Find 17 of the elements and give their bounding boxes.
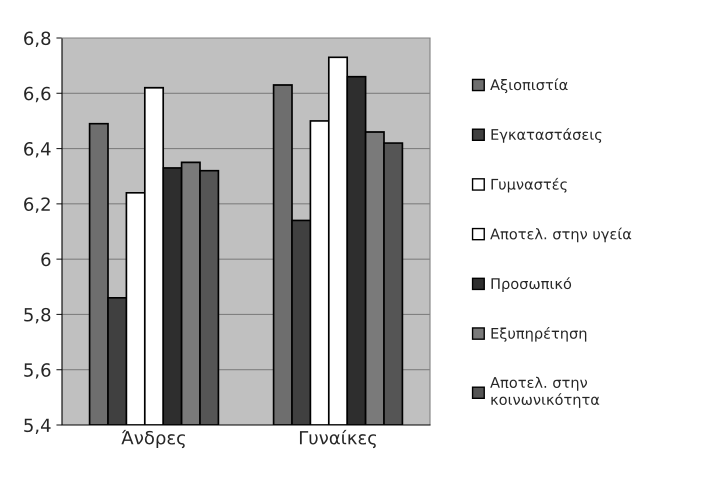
y-tick-label: 6,4 bbox=[24, 142, 51, 158]
legend-label: Εγκαταστάσεις bbox=[491, 128, 602, 143]
y-tick-label: 5,6 bbox=[24, 363, 50, 379]
y-tick-label: 6,6 bbox=[24, 86, 50, 102]
legend-label: Αποτελ. στην υγεία bbox=[490, 228, 632, 242]
x-tick-label: Άνδρες bbox=[121, 430, 185, 448]
legend-label: Αποτελ. στην κοινωνικότητα bbox=[490, 376, 600, 408]
y-tick-label: 6 bbox=[41, 252, 50, 266]
y-tick-label: 6,8 bbox=[24, 31, 50, 47]
y-tick-label: 5,8 bbox=[24, 308, 50, 324]
y-tick-label: 6,2 bbox=[24, 197, 50, 213]
x-tick-label: Γυναίκες bbox=[300, 430, 376, 448]
legend-label: Αξιοπιστία bbox=[490, 78, 568, 94]
y-tick-label: 5,4 bbox=[24, 418, 51, 434]
legend-label: Εξυπηρέτηση bbox=[491, 326, 586, 342]
legend-label: Προσωπικό bbox=[491, 277, 572, 292]
legend-label: Γυμναστές bbox=[491, 178, 567, 193]
